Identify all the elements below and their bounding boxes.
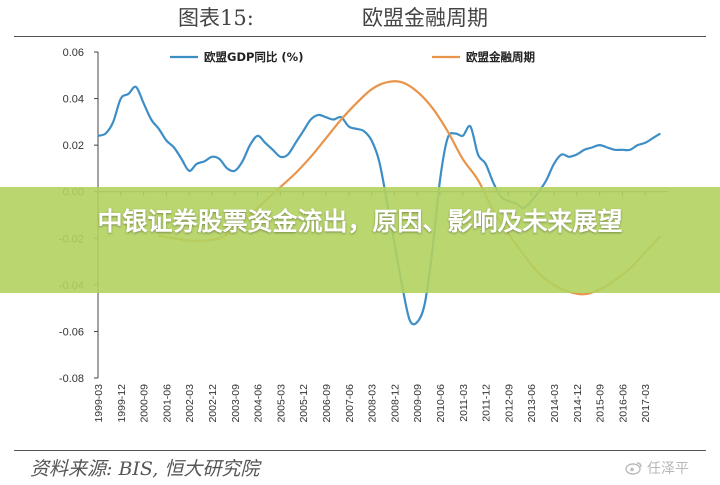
x-axis-ticks: 1999-03 1999-12 2000-09 2001-06 2002-03 2002-… xyxy=(93,191,652,423)
watermark-text: 任泽平 xyxy=(647,461,689,477)
x-tick-label: 2000-09 xyxy=(139,384,151,423)
headline-text[interactable]: 中银证券股票资金流出，原因、影响及未来展望 xyxy=(97,207,623,236)
source-note: 资料来源: BIS, 恒大研究院 xyxy=(30,458,260,480)
x-tick-label: 1999-03 xyxy=(93,384,105,423)
x-tick-label: 2011-12 xyxy=(481,384,493,422)
x-tick-label: 2012-09 xyxy=(503,384,515,423)
x-tick-label: 2010-06 xyxy=(435,384,447,423)
x-tick-label: 2015-09 xyxy=(595,384,607,423)
x-tick-label: 2013-06 xyxy=(526,384,538,423)
x-tick-label: 2005-12 xyxy=(298,384,310,423)
legend-cycle-label: 欧盟金融周期 xyxy=(466,50,535,64)
x-tick-label: 2009-09 xyxy=(412,384,424,423)
y-tick-label: 0.06 xyxy=(63,47,84,59)
figure-header: 图表15: 欧盟金融周期 xyxy=(0,0,720,34)
watermark: 任泽平 xyxy=(625,458,689,478)
figure-title: 欧盟金融周期 xyxy=(362,6,488,30)
weibo-icon xyxy=(625,462,642,475)
x-tick-label: 2007-06 xyxy=(344,384,356,423)
x-tick-label: 2001-06 xyxy=(161,384,173,423)
headline-banner[interactable]: 中银证券股票资金流出，原因、影响及未来展望 xyxy=(0,187,720,293)
x-tick-label: 2016-06 xyxy=(617,384,629,423)
x-tick-label: 2008-12 xyxy=(389,384,401,423)
x-tick-label: 2017-03 xyxy=(640,384,652,423)
x-tick-label: 2014-12 xyxy=(572,384,584,423)
x-tick-label: 2008-03 xyxy=(367,384,379,423)
x-tick-label: 2002-03 xyxy=(184,384,196,423)
top-rule xyxy=(14,36,706,37)
x-tick-label: 2005-03 xyxy=(275,384,287,423)
x-tick-label: 2002-12 xyxy=(207,384,219,423)
chart-legend: 欧盟GDP同比 (%) 欧盟金融周期 xyxy=(170,50,535,64)
y-tick-label: 0.04 xyxy=(63,94,84,106)
y-tick-label: 0.02 xyxy=(63,140,84,152)
legend-gdp-label: 欧盟GDP同比 (%) xyxy=(204,50,303,64)
x-tick-label: 2004-06 xyxy=(253,384,265,423)
gdp-growth-line xyxy=(97,85,661,326)
x-tick-label: 2003-09 xyxy=(230,384,242,423)
x-tick-label: 2014-03 xyxy=(549,384,561,423)
bottom-rule xyxy=(14,450,706,451)
x-tick-label: 2011-03 xyxy=(458,384,470,422)
figure-number: 图表15: xyxy=(178,6,254,30)
x-tick-label: 1999-12 xyxy=(116,384,128,423)
y-tick-label: -0.08 xyxy=(59,373,84,385)
x-tick-label: 2006-09 xyxy=(321,384,333,423)
y-tick-label: -0.06 xyxy=(59,326,84,338)
